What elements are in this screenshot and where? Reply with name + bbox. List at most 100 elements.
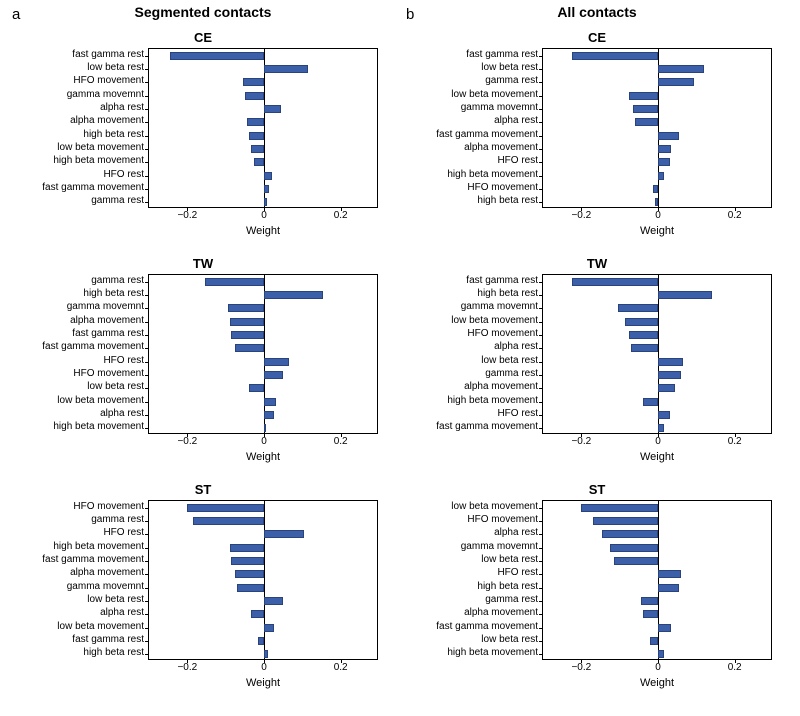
xtick-label: 0: [261, 210, 267, 221]
y-label: HFO rest: [8, 528, 144, 538]
ytick-mark: [145, 548, 149, 549]
ytick-mark: [539, 415, 543, 416]
ytick-mark: [145, 176, 149, 177]
xtick-label: 0: [655, 436, 661, 447]
y-label: low beta rest: [402, 356, 538, 366]
bar: [643, 398, 658, 406]
chart-a-ce: CEfast gamma restlow beta restHFO moveme…: [8, 30, 398, 240]
bar: [237, 584, 264, 592]
ytick-mark: [539, 295, 543, 296]
y-label: high beta rest: [402, 196, 538, 206]
bar: [658, 570, 681, 578]
ytick-mark: [539, 189, 543, 190]
bar: [610, 544, 658, 552]
bar: [247, 118, 264, 126]
ytick-mark: [145, 56, 149, 57]
bar: [264, 624, 274, 632]
ytick-mark: [539, 654, 543, 655]
bar: [625, 318, 658, 326]
bar: [264, 371, 283, 379]
y-label: low beta movement: [8, 143, 144, 153]
ytick-mark: [539, 96, 543, 97]
y-label: alpha rest: [402, 342, 538, 352]
y-label: fast gamma movement: [402, 422, 538, 432]
y-label: alpha rest: [8, 409, 144, 419]
xtick-label: −0.2: [571, 436, 591, 447]
ytick-mark: [539, 162, 543, 163]
y-label: fast gamma movement: [8, 555, 144, 565]
y-label: high beta movement: [8, 156, 144, 166]
ytick-mark: [539, 56, 543, 57]
bar: [572, 52, 658, 60]
x-axis-label: Weight: [149, 677, 377, 689]
ytick-mark: [145, 322, 149, 323]
bar: [264, 597, 283, 605]
y-label: alpha movement: [8, 316, 144, 326]
bar: [235, 344, 264, 352]
chart-title: CE: [8, 30, 398, 45]
plot-area: −0.200.2Weight: [542, 48, 772, 208]
y-label: gamma rest: [8, 515, 144, 525]
y-label: high beta movement: [402, 396, 538, 406]
ytick-mark: [539, 202, 543, 203]
ytick-mark: [539, 375, 543, 376]
ytick-mark: [145, 282, 149, 283]
bar: [658, 584, 679, 592]
x-axis-label: Weight: [149, 225, 377, 237]
y-label: low beta movement: [402, 90, 538, 100]
bar: [653, 185, 658, 193]
x-axis-label: Weight: [149, 451, 377, 463]
bar: [658, 65, 704, 73]
bar: [655, 198, 658, 206]
ytick-mark: [539, 628, 543, 629]
y-label: fast gamma movement: [402, 130, 538, 140]
ytick-mark: [145, 574, 149, 575]
chart-b-tw: TWfast gamma resthigh beta restgamma mov…: [402, 256, 792, 466]
bar: [572, 278, 658, 286]
column-a: a Segmented contacts CEfast gamma restlo…: [8, 0, 398, 716]
ytick-mark: [145, 348, 149, 349]
y-label: fast gamma rest: [402, 276, 538, 286]
ytick-mark: [539, 588, 543, 589]
xtick-label: 0: [261, 662, 267, 673]
bar: [258, 637, 264, 645]
xtick-label: 0: [261, 436, 267, 447]
ytick-mark: [539, 388, 543, 389]
y-label: fast gamma movement: [8, 183, 144, 193]
y-label: high beta movement: [402, 170, 538, 180]
y-label: gamma movemnt: [402, 302, 538, 312]
xtick-label: 0.2: [728, 210, 742, 221]
bar: [228, 304, 264, 312]
bar: [254, 158, 264, 166]
bar: [658, 145, 671, 153]
column-title-a: Segmented contacts: [8, 4, 398, 20]
bar: [264, 172, 272, 180]
chart-b-st: STlow beta movementHFO movementalpha res…: [402, 482, 792, 692]
ytick-mark: [145, 202, 149, 203]
bar: [264, 105, 281, 113]
figure-root: a Segmented contacts CEfast gamma restlo…: [0, 0, 800, 716]
bar: [251, 145, 264, 153]
ytick-mark: [145, 428, 149, 429]
xtick-label: 0.2: [728, 662, 742, 673]
y-label: alpha rest: [8, 608, 144, 618]
y-label: low beta rest: [402, 63, 538, 73]
bar: [264, 358, 289, 366]
y-label: alpha movement: [402, 382, 538, 392]
ytick-mark: [539, 601, 543, 602]
y-label: low beta rest: [8, 382, 144, 392]
bar: [170, 52, 264, 60]
ytick-mark: [145, 588, 149, 589]
chart-a-st: STHFO movementgamma restHFO resthigh bet…: [8, 482, 398, 692]
ytick-mark: [539, 322, 543, 323]
column-title-b: All contacts: [402, 4, 792, 20]
y-label: gamma movemnt: [402, 103, 538, 113]
ytick-mark: [145, 69, 149, 70]
y-label: fast gamma movement: [8, 342, 144, 352]
bar: [205, 278, 264, 286]
bar: [618, 304, 658, 312]
ytick-mark: [145, 335, 149, 336]
ytick-mark: [539, 641, 543, 642]
bar: [243, 78, 264, 86]
chart-title: TW: [8, 256, 398, 271]
